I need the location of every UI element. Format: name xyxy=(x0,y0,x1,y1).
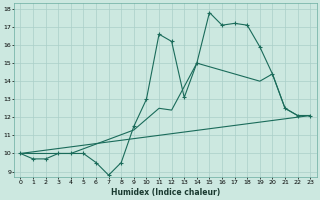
X-axis label: Humidex (Indice chaleur): Humidex (Indice chaleur) xyxy=(111,188,220,197)
